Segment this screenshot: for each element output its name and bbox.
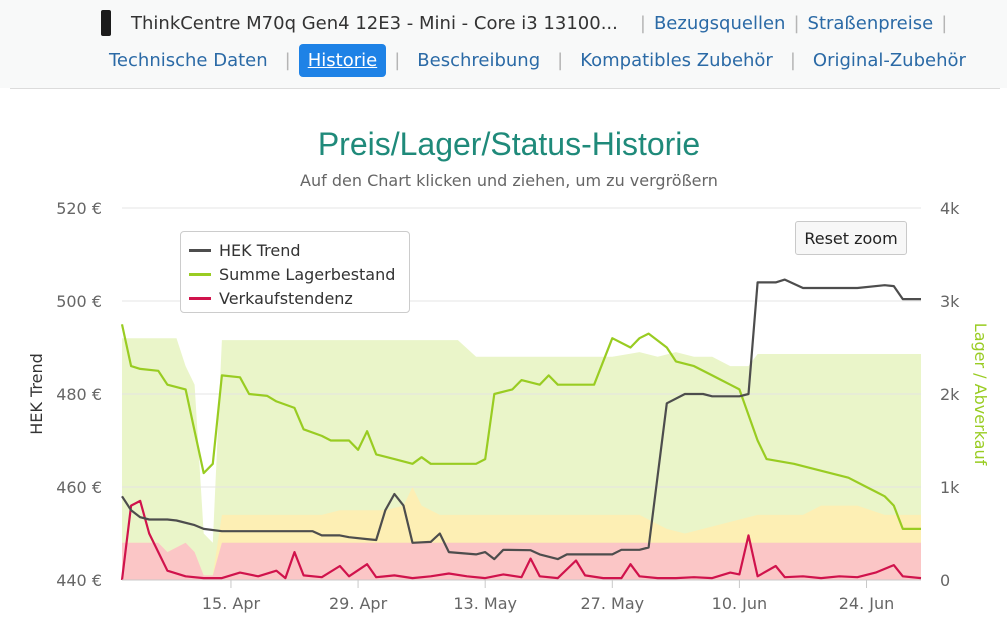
separator: | (941, 12, 948, 34)
separator: | (284, 49, 291, 71)
x-tick-label: 27. May (580, 594, 644, 613)
reset-zoom-button[interactable]: Reset zoom (795, 221, 907, 255)
series-hek-trend (121, 278, 921, 561)
status-band-red (122, 542, 921, 580)
header-divider (10, 88, 1000, 89)
y-axis-title-right: Lager / Abverkauf (971, 323, 990, 466)
y-tick-label-right: 1k (940, 478, 960, 497)
product-header-row: ThinkCentre M70q Gen4 12E3 - Mini - Core… (95, 10, 955, 36)
separator: | (639, 12, 646, 34)
tab-row: Technische Daten | Historie | Beschreibu… (100, 42, 975, 78)
series-lagerbestand (120, 324, 921, 530)
axes: 520 € 500 € 480 € 460 € 440 € 4k 3k 2k 1k 0 15. Ap… (56, 199, 960, 613)
y-tick-label-right: 4k (940, 199, 960, 218)
link-bezugsquellen[interactable]: Bezugsquellen (653, 12, 786, 34)
y-axis-title-left: HEK Trend (27, 353, 46, 435)
tab-beschreibung[interactable]: Beschreibung (417, 49, 541, 71)
x-tick-label: 29. Apr (329, 594, 388, 613)
status-bands (122, 338, 921, 580)
separator: | (394, 49, 401, 71)
y-tick-label-right: 0 (940, 571, 950, 590)
tab-historie[interactable]: Historie (298, 43, 387, 77)
legend-swatch-sales (189, 296, 211, 300)
y-tick-label-left: 440 € (56, 571, 102, 590)
y-tick-label-left: 460 € (56, 478, 102, 497)
x-tick-label: 13. May (453, 594, 517, 613)
chart-title: Preis/Lager/Status-Historie (318, 126, 700, 162)
link-strassenpreise[interactable]: Straßenpreise (807, 12, 934, 34)
y-tick-label-right: 3k (940, 292, 960, 311)
y-tick-label-right: 2k (940, 385, 960, 404)
history-chart[interactable]: 520 € 500 € 480 € 460 € 440 € 4k 3k 2k 1k 0 15. Ap… (0, 95, 1007, 633)
tab-technische-daten[interactable]: Technische Daten (109, 49, 268, 71)
tab-kompatibles-zubehoer[interactable]: Kompatibles Zubehör (580, 49, 773, 71)
x-tick-label: 10. Jun (712, 594, 768, 613)
y-tick-label-left: 520 € (56, 199, 102, 218)
legend-label: HEK Trend (219, 240, 301, 260)
chart-legend: HEK Trend Summe Lagerbestand Verkaufsten… (180, 231, 410, 313)
y-tick-label-left: 480 € (56, 385, 102, 404)
separator: | (557, 49, 564, 71)
legend-item-lagerbestand[interactable]: Summe Lagerbestand (189, 262, 409, 286)
separator: | (789, 49, 796, 71)
legend-label: Verkaufstendenz (219, 288, 353, 308)
legend-swatch-trend (189, 248, 211, 252)
legend-item-hek-trend[interactable]: HEK Trend (189, 238, 409, 262)
tab-original-zubehoer[interactable]: Original-Zubehör (812, 49, 966, 71)
y-tick-label-left: 500 € (56, 292, 102, 311)
x-tick-label: 15. Apr (202, 594, 261, 613)
legend-swatch-stock (189, 272, 211, 276)
chart-subtitle: Auf den Chart klicken und ziehen, um zu … (300, 171, 718, 190)
series-verkaufstendenz (120, 499, 922, 581)
x-tick-label: 24. Jun (839, 594, 895, 613)
product-thumbnail-icon (101, 10, 111, 36)
product-title: ThinkCentre M70q Gen4 12E3 - Mini - Core… (131, 12, 618, 34)
product-navigation-bar: ThinkCentre M70q Gen4 12E3 - Mini - Core… (0, 0, 1007, 88)
series-lines (120, 278, 922, 581)
legend-label: Summe Lagerbestand (219, 264, 396, 284)
legend-item-verkaufstendenz[interactable]: Verkaufstendenz (189, 286, 409, 310)
separator: | (793, 12, 800, 34)
